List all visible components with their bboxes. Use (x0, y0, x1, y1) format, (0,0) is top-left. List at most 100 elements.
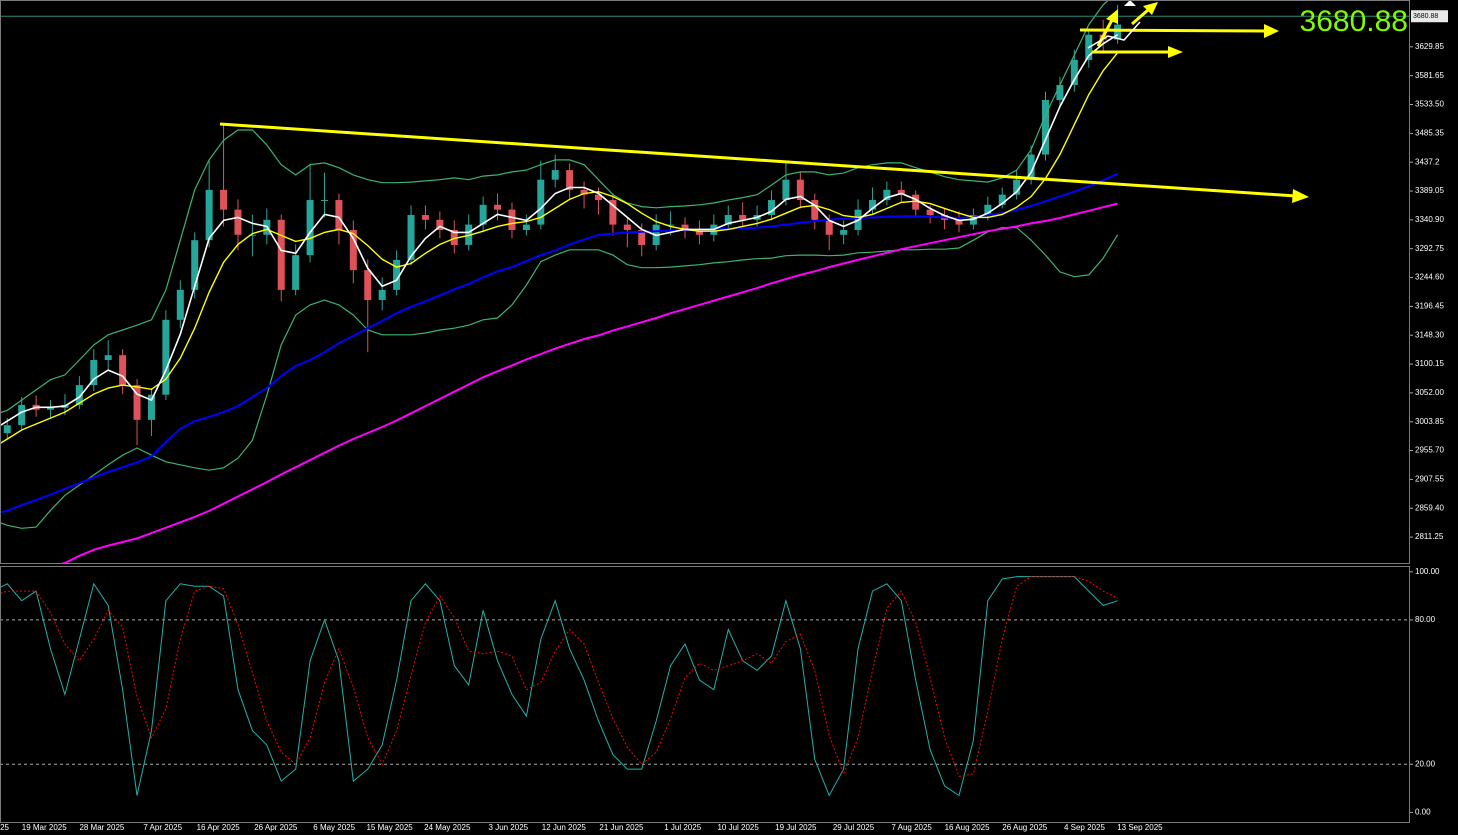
x-tick-label: 19 Mar 2025 (22, 823, 67, 832)
candle-body (90, 359, 98, 386)
candle-body (378, 289, 386, 301)
frame (0, 0, 1410, 823)
candle-body (1013, 179, 1021, 195)
x-tick-label: 29 Jul 2025 (833, 823, 875, 832)
candle-body (220, 189, 228, 210)
candle-body (450, 229, 458, 245)
last-price-box (1411, 10, 1448, 23)
y-tick-label: 3389.05 (1415, 186, 1444, 195)
candle-body (407, 215, 415, 260)
candle-body (479, 204, 487, 225)
candle-body (234, 209, 242, 235)
oscillator-panel (0, 576, 1410, 797)
x-tick-label: 7 Apr 2025 (143, 823, 182, 832)
x-tick-label: 24 May 2025 (424, 823, 471, 832)
candle-body (840, 229, 848, 235)
candle-body (566, 170, 574, 190)
candle-body (724, 215, 732, 225)
candle-body (292, 255, 300, 290)
y-tick-label: 3244.60 (1415, 273, 1444, 282)
candle-body (768, 200, 776, 216)
x-tick-label: 19 Jul 2025 (775, 823, 817, 832)
x-tick-label: 6 May 2025 (313, 823, 355, 832)
candle-body (104, 355, 112, 360)
y-tick-label: 0.00 (1415, 807, 1431, 816)
x-tick-label: 26 Apr 2025 (254, 823, 298, 832)
arrow-head (1106, 9, 1118, 24)
candle-body (796, 179, 804, 201)
candle-body (133, 385, 141, 420)
y-tick-label: 2955.70 (1415, 446, 1444, 455)
y-tick-label: 3196.45 (1415, 301, 1444, 310)
candle-body (955, 219, 963, 225)
indicator-line (0, 52, 1119, 445)
y-tick-label: 3581.65 (1415, 71, 1444, 80)
y-tick-label: 3437.2 (1415, 157, 1440, 166)
y-tick-label: 100.00 (1415, 567, 1440, 576)
candle-body (18, 404, 26, 426)
candle-body (205, 189, 213, 241)
candle-body (364, 270, 372, 301)
price-panel (0, 0, 1410, 563)
candle-body (609, 200, 617, 225)
candle-body (335, 200, 343, 230)
last-price-label: 3680.88 (1413, 13, 1438, 20)
candle-body (984, 204, 992, 216)
x-tick-label: 28 Mar 2025 (79, 823, 124, 832)
arrow-line (1131, 8, 1149, 26)
y-tick-label: 3533.50 (1415, 100, 1444, 109)
y-tick-label: 2811.25 (1415, 532, 1444, 541)
candle-body (248, 234, 256, 236)
x-tick-label: 16 Aug 2025 (945, 823, 990, 832)
indicator-line (0, 576, 1118, 777)
candle-body (623, 224, 631, 230)
trend-line (219, 122, 1297, 198)
x-tick-label: 16 Apr 2025 (197, 823, 241, 832)
candle-body (1070, 59, 1078, 86)
indicator-line (0, 227, 1119, 529)
y-tick-label: 3485.35 (1415, 128, 1444, 137)
candle-body (119, 355, 127, 386)
x-tick-label: 26 Aug 2025 (1002, 823, 1047, 832)
y-tick-label: 2907.55 (1415, 475, 1444, 484)
candle-body (1042, 100, 1049, 155)
candle-body (739, 215, 747, 220)
candle-body (998, 194, 1006, 205)
candle-body (162, 319, 170, 395)
candle-body (681, 224, 689, 230)
candle-body (1056, 85, 1064, 101)
candle-body (75, 385, 83, 405)
y-tick-label: 3148.30 (1415, 330, 1444, 339)
candle-body (306, 200, 314, 256)
candle-body (638, 229, 646, 245)
sketch-line (1087, 21, 1141, 49)
candle-body (1027, 154, 1035, 180)
candle-body (191, 240, 199, 290)
arrow-head (1168, 46, 1183, 58)
candle-body (695, 229, 703, 235)
candle-body (508, 209, 516, 230)
y-tick-label: 3052.00 (1415, 388, 1444, 397)
x-tick-label: 21 Jun 2025 (599, 823, 644, 832)
x-tick-label: 13 Sep 2025 (1117, 823, 1163, 832)
oscillator-frame (0, 566, 1410, 823)
candle-body (1114, 24, 1122, 40)
candle-body (594, 194, 602, 201)
candle-body (667, 224, 675, 226)
candle-body (147, 394, 155, 420)
x-tick-label: 10 Jul 2025 (717, 823, 759, 832)
candle-body (811, 200, 819, 220)
candle-body (897, 189, 905, 195)
y-tick-label: 3100.15 (1415, 359, 1444, 368)
x-tick-label: 7 Aug 2025 (891, 823, 932, 832)
y-tick-label: 2859.40 (1415, 503, 1444, 512)
candle-body (782, 179, 790, 201)
candle-body (436, 219, 444, 230)
x-tick-label: 15 May 2025 (366, 823, 413, 832)
price-frame (0, 0, 1410, 564)
candle-body (421, 215, 429, 220)
candle-body (494, 204, 502, 210)
arrow-head (1143, 2, 1158, 15)
